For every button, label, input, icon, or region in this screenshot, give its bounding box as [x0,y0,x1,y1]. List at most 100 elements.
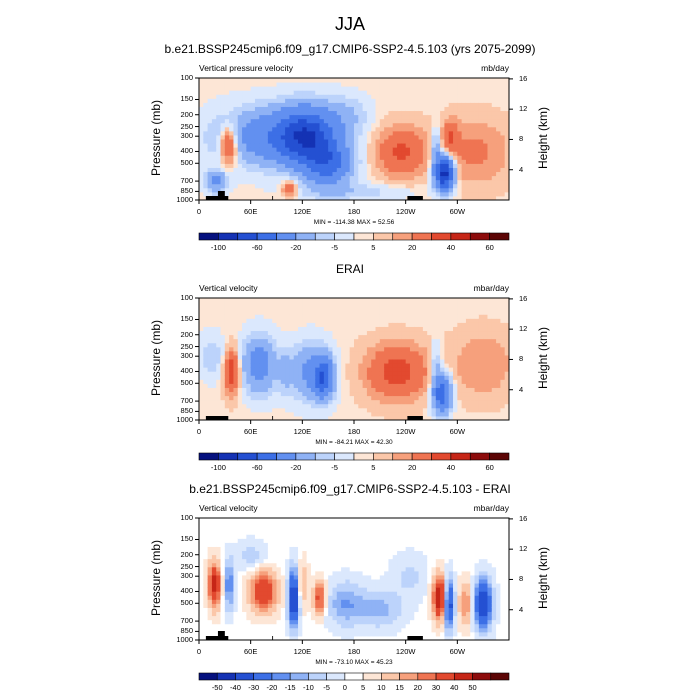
heatmap-cell [276,134,282,140]
x-tick-label: 60E [243,207,258,216]
heatmap-cell [409,163,415,168]
heatmap-cell [354,106,359,112]
heatmap-cell [216,538,222,543]
heatmap-cell [491,102,497,107]
heatmap-cell [203,583,209,588]
heatmap-cell [246,522,252,527]
heatmap-cell [341,86,346,91]
heatmap-cell [431,126,437,132]
heatmap-cell [267,623,273,629]
heatmap-cell [216,558,222,564]
heatmap-cell [203,631,209,637]
heatmap-cell [259,615,265,621]
heatmap-cell [401,191,407,197]
heatmap-cell [216,619,222,625]
heatmap-cell [332,114,338,120]
heatmap-cell [216,615,222,621]
heatmap-cell [414,102,420,107]
heatmap-cell [302,167,308,173]
heatmap-cell [220,599,226,604]
heatmap-cell [332,171,338,177]
heatmap-cell [199,350,204,356]
heatmap-cell [259,191,265,197]
heatmap-cell [500,179,506,185]
heatmap-cell [366,159,372,164]
heatmap-cell [272,151,277,156]
heatmap-cell [220,106,226,112]
heatmap-cell [310,183,316,189]
heatmap-cell [259,599,265,604]
heatmap-cell [496,90,501,95]
heatmap-cell [483,151,488,156]
heatmap-cell [362,118,368,124]
heatmap-cell [349,126,355,132]
heatmap-cell [242,530,247,535]
heatmap-cell [435,118,441,124]
heatmap-cell [375,114,381,120]
heatmap-cell [397,163,402,168]
heatmap-cell [341,143,346,148]
heatmap-cell [431,122,437,128]
heatmap-cell [371,106,377,112]
heatmap-cell [267,603,273,608]
heatmap-cell [444,191,450,197]
heatmap-cell [500,143,506,148]
heatmap-cell [229,195,234,201]
heatmap-cell [298,179,303,185]
y2-tick-label: 12 [519,104,528,114]
heatmap-cell [328,130,333,136]
heatmap-cell [487,179,493,185]
heatmap-cell [203,587,209,592]
heatmap-cell [354,151,359,156]
heatmap-cell [470,110,476,116]
heatmap-cell [267,82,273,87]
heatmap-cell [310,171,316,177]
heatmap-cell [375,195,381,201]
heatmap-cell [453,195,458,201]
heatmap-cell [276,130,282,136]
heatmap-cell [500,147,506,152]
heatmap-cell [246,114,252,120]
heatmap-cell [203,183,209,189]
heatmap-cell [254,130,260,136]
heatmap-cell [242,143,247,148]
heatmap-cell [371,122,377,128]
heatmap-cell [199,383,204,388]
heatmap-cell [259,82,265,87]
heatmap-cell [285,78,290,83]
heatmap-cell [328,155,333,160]
heatmap-cell [267,518,273,523]
heatmap-cell [211,546,217,552]
heatmap-cell [362,179,368,185]
heatmap-cell [306,163,312,168]
heatmap-cell [414,151,420,156]
heatmap-cell [216,130,222,136]
heatmap-cell [272,171,277,177]
heatmap-cell [453,163,458,168]
heatmap-cell [263,151,269,156]
heatmap-cell [379,171,385,177]
heatmap-cell [199,82,204,87]
heatmap-cell [211,183,217,189]
heatmap-cell [371,94,377,99]
heatmap-cell [315,139,321,144]
heatmap-cell [285,106,290,112]
heatmap-cell [401,82,407,87]
heatmap-cell [392,151,398,156]
heatmap-cell [470,78,476,83]
heatmap-cell [405,167,411,173]
heatmap-cell [203,78,209,83]
heatmap-cell [457,175,463,181]
heatmap-cell [405,130,411,136]
heatmap-cell [199,195,204,201]
heatmap-cell [435,86,441,91]
heatmap-cell [315,106,321,112]
heatmap-cell [289,90,295,95]
heatmap-cell [211,518,217,523]
heatmap-cell [302,139,308,144]
heatmap-cell [496,106,501,112]
heatmap-cell [302,126,308,132]
heatmap-cell [409,147,415,152]
heatmap-cell [272,139,277,144]
heatmap-cell [246,110,252,116]
